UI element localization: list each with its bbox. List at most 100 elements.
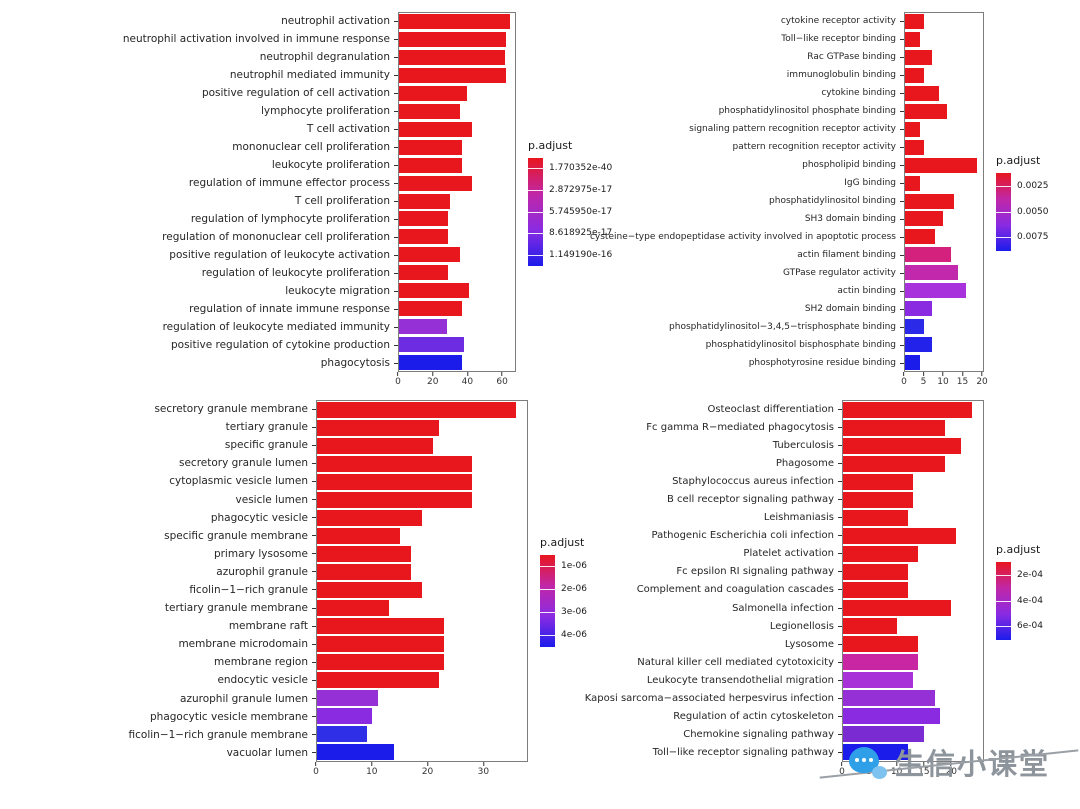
y-tick-mark <box>394 290 398 292</box>
y-tick-mark <box>312 408 316 410</box>
y-axis-label: Legionellosis <box>608 617 842 635</box>
bar-row <box>905 67 983 85</box>
bar <box>905 121 921 137</box>
y-tick-mark <box>838 499 842 501</box>
bar-row <box>905 317 983 335</box>
legend-gradient <box>996 172 1011 251</box>
bar-row <box>843 401 983 419</box>
bar <box>317 600 389 616</box>
y-axis-label: mononuclear cell proliferation <box>146 138 398 156</box>
legend-gradient <box>996 561 1011 640</box>
plot-area <box>398 12 516 372</box>
bar <box>905 336 932 352</box>
y-axis-label: cytoplasmic vesicle lumen <box>146 472 316 490</box>
y-axis-label: neutrophil degranulation <box>146 48 398 66</box>
legend-label: 5.745950e-17 <box>549 206 613 217</box>
bar <box>905 318 925 334</box>
bar-row <box>317 671 527 689</box>
bar <box>399 193 451 209</box>
bar <box>317 636 445 652</box>
y-axis-label: membrane microdomain <box>146 635 316 653</box>
y-tick-mark <box>838 444 842 446</box>
y-tick-mark <box>312 607 316 609</box>
y-axis-label: secretory granule lumen <box>146 454 316 472</box>
y-tick-mark <box>394 74 398 76</box>
legend: p.adjust 1e-06 2e-06 3e-06 4e-06 <box>528 400 616 782</box>
legend-label: 4e-06 <box>561 630 587 640</box>
bar <box>905 50 932 66</box>
y-tick-mark <box>900 164 904 166</box>
legend-label: 2.872975e-17 <box>549 184 613 195</box>
y-axis-label: phosphotyrosine residue binding <box>608 354 904 372</box>
bar-row <box>399 138 515 156</box>
y-axis-label: actin binding <box>608 282 904 300</box>
bar <box>317 708 373 724</box>
y-axis-label: regulation of leukocyte proliferation <box>146 264 398 282</box>
y-tick-mark <box>394 92 398 94</box>
bar-row <box>843 689 983 707</box>
y-axis-label: positive regulation of leukocyte activat… <box>146 246 398 264</box>
y-tick-mark <box>838 589 842 591</box>
y-axis-label: regulation of lymphocyte proliferation <box>146 210 398 228</box>
bar <box>843 600 951 616</box>
bar <box>905 32 921 48</box>
y-axis-label: neutrophil activation involved in immune… <box>123 30 398 48</box>
y-tick-mark <box>900 362 904 364</box>
watermark-text: 生信小课堂 <box>894 747 1050 781</box>
bar <box>317 564 411 580</box>
y-axis-label: azurophil granule <box>146 563 316 581</box>
y-axis-label: tertiary granule membrane <box>146 599 316 617</box>
bar-row <box>843 419 983 437</box>
legend-label: 0.0050 <box>1017 206 1049 217</box>
y-tick-mark <box>394 326 398 328</box>
bar-row <box>905 210 983 228</box>
bar <box>317 654 445 670</box>
y-tick-mark <box>312 698 316 700</box>
bar-row <box>905 300 983 318</box>
bar-row <box>399 31 515 49</box>
bar <box>317 690 378 706</box>
x-axis: 0 10 20 30 <box>313 762 528 782</box>
y-axis-label: Fc gamma R−mediated phagocytosis <box>608 418 842 436</box>
bar-row <box>843 617 983 635</box>
bar <box>399 300 463 316</box>
y-axis-label: phagocytosis <box>146 354 398 372</box>
bar <box>843 420 946 436</box>
legend-label: 2e-04 <box>1017 569 1043 580</box>
y-tick-mark <box>394 344 398 346</box>
y-tick-mark <box>394 272 398 274</box>
legend-colorbar: 1.770352e-40 2.872975e-17 5.745950e-17 8.61… <box>528 157 612 266</box>
y-tick-mark <box>394 182 398 184</box>
y-tick-mark <box>900 146 904 148</box>
bar-row <box>399 120 515 138</box>
y-tick-mark <box>900 200 904 202</box>
chart-panel-top-right: cytokine receptor activity Toll−like rece… <box>590 12 1076 392</box>
y-axis-label: ficolin−1−rich granule <box>146 581 316 599</box>
chart-panel-bottom-right: Osteoclast differentiation Fc gamma R−med… <box>585 400 1076 782</box>
bar-row <box>399 317 515 335</box>
y-tick-mark <box>394 254 398 256</box>
plot-area <box>842 400 984 762</box>
y-axis-label: IgG binding <box>608 174 904 192</box>
bar <box>317 618 445 634</box>
y-axis-label: neutrophil activation <box>146 12 398 30</box>
bar-row <box>399 156 515 174</box>
bar <box>317 582 422 598</box>
x-tick: 10 <box>891 762 902 777</box>
bar-row <box>905 103 983 121</box>
bar-row <box>317 437 527 455</box>
y-tick-mark <box>394 56 398 58</box>
y-axis-label: B cell receptor signaling pathway <box>608 490 842 508</box>
y-axis-label: cytokine binding <box>608 84 904 102</box>
bar <box>399 32 507 48</box>
bar-row <box>905 174 983 192</box>
y-tick-mark <box>312 589 316 591</box>
legend-tick-mark <box>528 168 543 170</box>
y-tick-mark <box>312 679 316 681</box>
bar-row <box>843 491 983 509</box>
bar-row <box>317 599 527 617</box>
y-tick-mark <box>900 290 904 292</box>
bar-row <box>843 653 983 671</box>
y-tick-mark <box>900 56 904 58</box>
